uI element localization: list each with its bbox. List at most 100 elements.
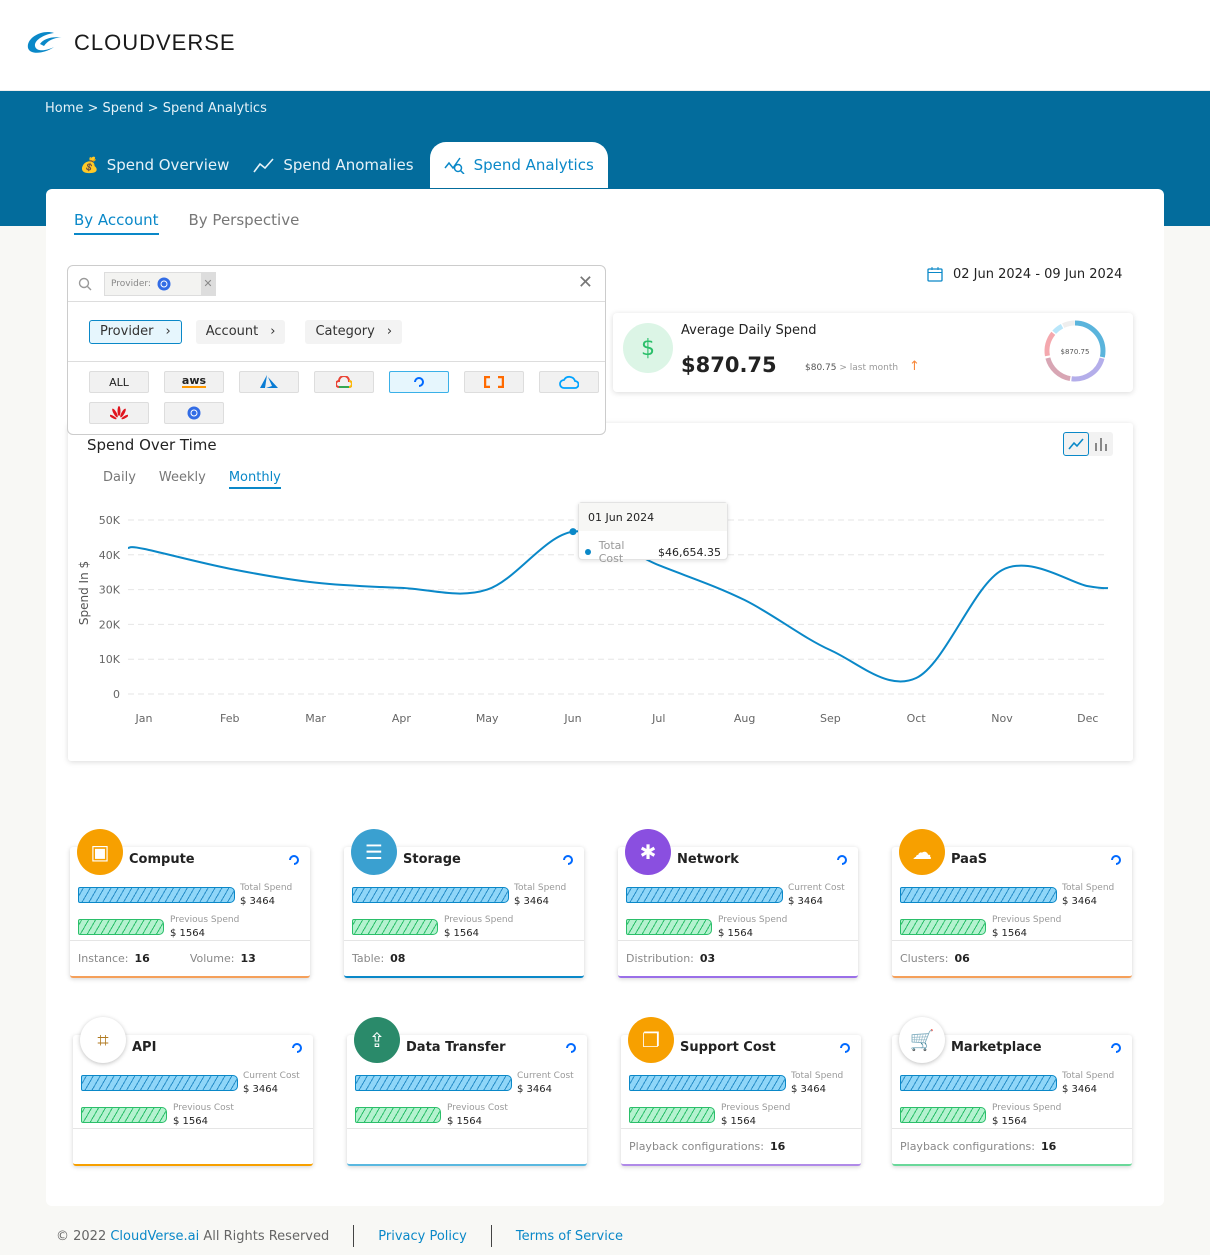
current-label: Current Cost: [788, 883, 845, 893]
logo[interactable]: CLOUDVERSE: [24, 30, 236, 56]
digitalocean-icon[interactable]: [291, 1042, 303, 1054]
card-title: Data Transfer: [406, 1040, 506, 1055]
current-label: Total Spend: [791, 1071, 844, 1081]
x-tick-label: Feb: [220, 712, 239, 725]
footer-label: Clusters:: [900, 952, 949, 965]
filter-panel: Provider: ✕ ✕ Provider › Account › Category…: [67, 265, 606, 435]
footer-value: 03: [699, 952, 716, 965]
period-monthly[interactable]: Monthly: [228, 470, 281, 489]
header: CLOUDVERSE: [0, 0, 1210, 91]
previous-label: Previous Cost: [447, 1103, 508, 1113]
series-dot-icon: [585, 549, 591, 555]
category-card[interactable]: ☰ Storage Total Spend $ 3464 Previous Spe…: [344, 829, 584, 978]
tooltip-label: Total Cost: [598, 539, 625, 565]
y-tick-label: 40K: [99, 549, 121, 562]
bar-chart-toggle[interactable]: [1089, 432, 1113, 456]
digitalocean-icon[interactable]: [565, 1042, 577, 1054]
provider-kubernetes[interactable]: [164, 402, 224, 424]
category-card[interactable]: ▣ Compute Total Spend $ 3464 Previous Spe…: [70, 829, 310, 978]
card-footer: Distribution: 03: [618, 940, 858, 976]
digitalocean-icon[interactable]: [1110, 1042, 1122, 1054]
provider-tencent[interactable]: [539, 371, 599, 393]
terms-of-service-link[interactable]: Terms of Service: [515, 1228, 623, 1244]
category-card[interactable]: ☁ PaaS Total Spend $ 3464 Previous Spend $…: [892, 829, 1132, 978]
card-title: Support Cost: [680, 1040, 776, 1055]
digitalocean-icon[interactable]: [839, 1042, 851, 1054]
tencent-cloud-icon: [559, 375, 579, 389]
average-daily-spend-card: $ Average Daily Spend $870.75 $80.75 > l…: [613, 313, 1133, 392]
footer-label: Playback configurations:: [900, 1140, 1035, 1153]
footer-value: 16: [769, 1140, 786, 1153]
card-title: Network: [677, 852, 739, 867]
provider-aws[interactable]: aws: [164, 371, 224, 393]
close-icon[interactable]: ✕: [577, 272, 593, 293]
category-card[interactable]: 🛒 Marketplace Total Spend $ 3464 Previous…: [892, 1017, 1132, 1166]
breadcrumb[interactable]: Home > Spend > Spend Analytics: [45, 101, 267, 116]
provider-alibaba[interactable]: [464, 371, 524, 393]
provider-azure[interactable]: [239, 371, 299, 393]
tab-spend-analytics[interactable]: Spend Analytics: [429, 142, 608, 188]
card-title: Marketplace: [951, 1040, 1042, 1055]
current-spend-bar: [629, 1075, 786, 1091]
database-icon: ☰: [351, 829, 397, 875]
avg-delta-text: > last month: [839, 363, 899, 373]
copyright: © 2022: [56, 1228, 107, 1244]
money-bag-icon: $: [623, 323, 673, 373]
avg-value: $870.75: [681, 353, 777, 377]
category-card[interactable]: ⌗ API Current Cost $ 3464 Previous Cost $ …: [73, 1017, 313, 1166]
category-card[interactable]: ❐ Support Cost Total Spend $ 3464 Previou…: [621, 1017, 861, 1166]
rights-text: All Rights Reserved: [203, 1228, 330, 1244]
digitalocean-icon[interactable]: [288, 854, 300, 866]
date-range-picker[interactable]: 02 Jun 2024 - 09 Jun 2024: [927, 266, 1122, 282]
card-footer: Table: 08: [344, 940, 584, 976]
line-chart-icon: [1068, 438, 1084, 450]
data-point[interactable]: [569, 528, 577, 536]
chart-title: Spend Over Time: [87, 436, 217, 454]
digitalocean-icon[interactable]: [836, 854, 848, 866]
footer-label: Volume:: [189, 952, 235, 965]
provider-huawei[interactable]: [89, 402, 149, 424]
current-spend-bar: [900, 1075, 1057, 1091]
filter-chip: Provider: ✕: [104, 271, 216, 296]
x-tick-label: Apr: [392, 712, 412, 725]
current-spend-bar: [900, 887, 1057, 903]
provider-all[interactable]: ALL: [89, 371, 149, 393]
level-category[interactable]: Category ›: [305, 319, 403, 344]
bar-chart-icon: [1095, 438, 1107, 451]
level-provider[interactable]: Provider ›: [89, 319, 182, 344]
tab-spend-overview[interactable]: 💰 Spend Overview: [80, 142, 229, 188]
chip-label: Provider:: [111, 278, 151, 289]
period-daily[interactable]: Daily: [103, 470, 136, 485]
footer: © 2022 CloudVerse.ai All Rights Reserved…: [56, 1225, 623, 1247]
period-weekly[interactable]: Weekly: [158, 470, 206, 485]
chevron-right-icon: ›: [165, 324, 171, 339]
y-axis-label: Spend In $: [77, 561, 91, 625]
previous-spend-bar: [78, 919, 164, 935]
card-footer: [347, 1128, 587, 1164]
category-card[interactable]: ✱ Network Current Cost $ 3464 Previous Sp…: [618, 829, 858, 978]
company-link[interactable]: CloudVerse.ai: [110, 1228, 200, 1244]
provider-digitalocean[interactable]: [389, 371, 449, 393]
previous-label: Previous Spend: [992, 915, 1062, 925]
divider: [490, 1225, 492, 1247]
tab-spend-anomalies[interactable]: Spend Anomalies: [253, 142, 414, 188]
card-title: Compute: [129, 852, 195, 867]
provider-gcp[interactable]: [314, 371, 374, 393]
level-account[interactable]: Account ›: [195, 319, 286, 344]
digitalocean-icon: [414, 377, 424, 387]
card-footer: Playback configurations: 16: [621, 1128, 861, 1164]
subtab-by-perspective[interactable]: By Perspective: [188, 211, 300, 229]
chip-remove-icon[interactable]: ✕: [201, 272, 215, 295]
current-label: Total Spend: [1062, 883, 1115, 893]
card-title: PaaS: [951, 852, 988, 867]
line-chart-toggle[interactable]: [1063, 432, 1089, 456]
alibaba-cloud-icon: [484, 376, 504, 388]
previous-label: Previous Spend: [992, 1103, 1062, 1113]
subtab-by-account[interactable]: By Account: [74, 211, 159, 235]
digitalocean-icon[interactable]: [562, 854, 574, 866]
category-card[interactable]: ⇪ Data Transfer Current Cost $ 3464 Previ…: [347, 1017, 587, 1166]
privacy-policy-link[interactable]: Privacy Policy: [378, 1228, 467, 1244]
level-label: Account: [205, 324, 259, 339]
digitalocean-icon[interactable]: [1110, 854, 1122, 866]
previous-value: $ 1564: [718, 928, 753, 939]
